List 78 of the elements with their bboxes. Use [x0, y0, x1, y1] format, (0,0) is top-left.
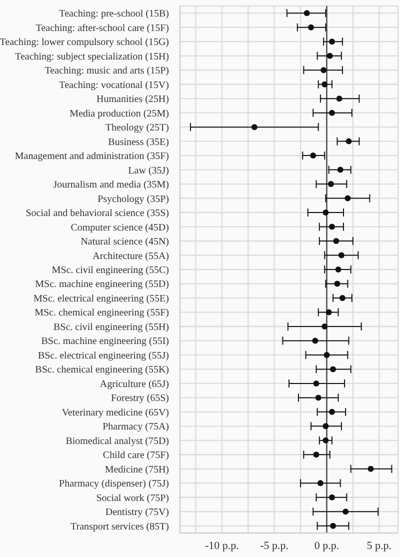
y-tick-label: Media production (25M) — [70, 108, 169, 120]
point — [334, 280, 340, 287]
y-tick-label: Business (35E) — [108, 136, 169, 148]
y-tick-label: MSc. civil engineering (55C) — [52, 265, 169, 276]
point — [310, 152, 316, 159]
point — [336, 96, 342, 102]
y-tick-label: Teaching: lower compulsory school (15G) — [0, 37, 169, 48]
y-tick-label: Pharmacy (dispenser) (75J) — [59, 478, 169, 490]
point — [322, 210, 329, 216]
y-tick-label: Teaching: after-school care (15F) — [36, 22, 169, 34]
point — [326, 52, 333, 59]
point — [335, 266, 342, 272]
point — [339, 294, 346, 301]
y-tick-label: Computer science (45D) — [70, 222, 169, 234]
x-tick-label: -5 p.p. — [260, 540, 289, 552]
point — [304, 10, 310, 16]
y-tick-label: Architecture (55A) — [92, 250, 169, 262]
y-tick-label: BSc. civil engineering (55H) — [53, 322, 169, 333]
point — [251, 124, 258, 130]
y-tick-label: Pharmacy (75A) — [102, 422, 169, 433]
y-tick-label: Humanities (25H) — [96, 94, 169, 106]
point — [333, 238, 340, 244]
y-tick-label: Dentistry (75V) — [105, 507, 169, 518]
point — [312, 338, 318, 344]
y-tick-label: MSc. machine engineering (55D) — [35, 279, 169, 290]
point — [330, 366, 336, 372]
y-tick-label: Management and administration (35F) — [14, 151, 169, 162]
y-tick-label: Social and behavioral science (35S) — [26, 208, 169, 220]
point — [324, 352, 330, 358]
point — [313, 380, 320, 386]
x-tick-label: -10 p.p. — [204, 540, 240, 552]
y-tick-label: Theology (25T) — [105, 122, 169, 134]
point — [320, 67, 327, 74]
y-tick-label: Teaching: music and arts (15P) — [44, 66, 169, 77]
point — [342, 508, 349, 515]
y-tick-label: Transport services (85T) — [70, 521, 169, 532]
point — [346, 138, 352, 144]
y-tick-label: Biomedical analyst (75D) — [66, 436, 169, 447]
point — [308, 24, 314, 30]
point — [337, 166, 344, 173]
point — [328, 494, 335, 500]
point — [328, 38, 335, 45]
y-tick-label: BSc. machine engineering (55I) — [41, 336, 169, 348]
point — [368, 466, 374, 472]
y-tick-label: Teaching: pre-school (15B) — [59, 8, 169, 20]
y-tick-label: Medicine (75H) — [104, 464, 169, 476]
y-tick-label: Social work (75P) — [96, 492, 169, 504]
point — [322, 437, 329, 444]
point — [328, 110, 335, 116]
point — [313, 452, 320, 458]
y-tick-label: Agriculture (65J) — [100, 378, 169, 390]
x-tick-label: 5 p.p. — [366, 540, 392, 552]
point — [317, 480, 324, 486]
point — [330, 522, 336, 529]
point — [322, 423, 329, 430]
y-tick-label: Forestry (65S) — [110, 393, 169, 404]
point — [322, 323, 328, 330]
x-tick-label: 0 p.p. — [314, 540, 340, 552]
point — [338, 252, 344, 258]
y-tick-label: Law (35J) — [128, 165, 169, 176]
y-tick-label: BSc. electrical engineering (55J) — [38, 350, 169, 362]
y-tick-label: MSc. electrical engineering (55E) — [34, 293, 169, 304]
point — [328, 408, 335, 415]
y-tick-label: Teaching: subject specialization (15H) — [15, 51, 169, 62]
point — [344, 195, 351, 202]
point — [322, 81, 328, 88]
y-tick-label: BSc. chemical engineering (55K) — [35, 364, 169, 376]
y-tick-label: MSc. chemical engineering (55F) — [34, 308, 169, 319]
y-tick-label: Journalism and media (35M) — [53, 180, 169, 191]
y-tick-label: Child care (75F) — [102, 450, 169, 462]
point — [328, 181, 334, 188]
y-tick-label: Natural science (45N) — [80, 236, 169, 248]
y-tick-label: Veterinary medicine (65V) — [62, 407, 169, 418]
point — [326, 309, 332, 316]
point — [315, 394, 322, 401]
point — [328, 224, 335, 230]
y-tick-label: Teaching: vocational (15V) — [59, 80, 169, 91]
y-tick-label: Psychology (35P) — [98, 194, 169, 205]
